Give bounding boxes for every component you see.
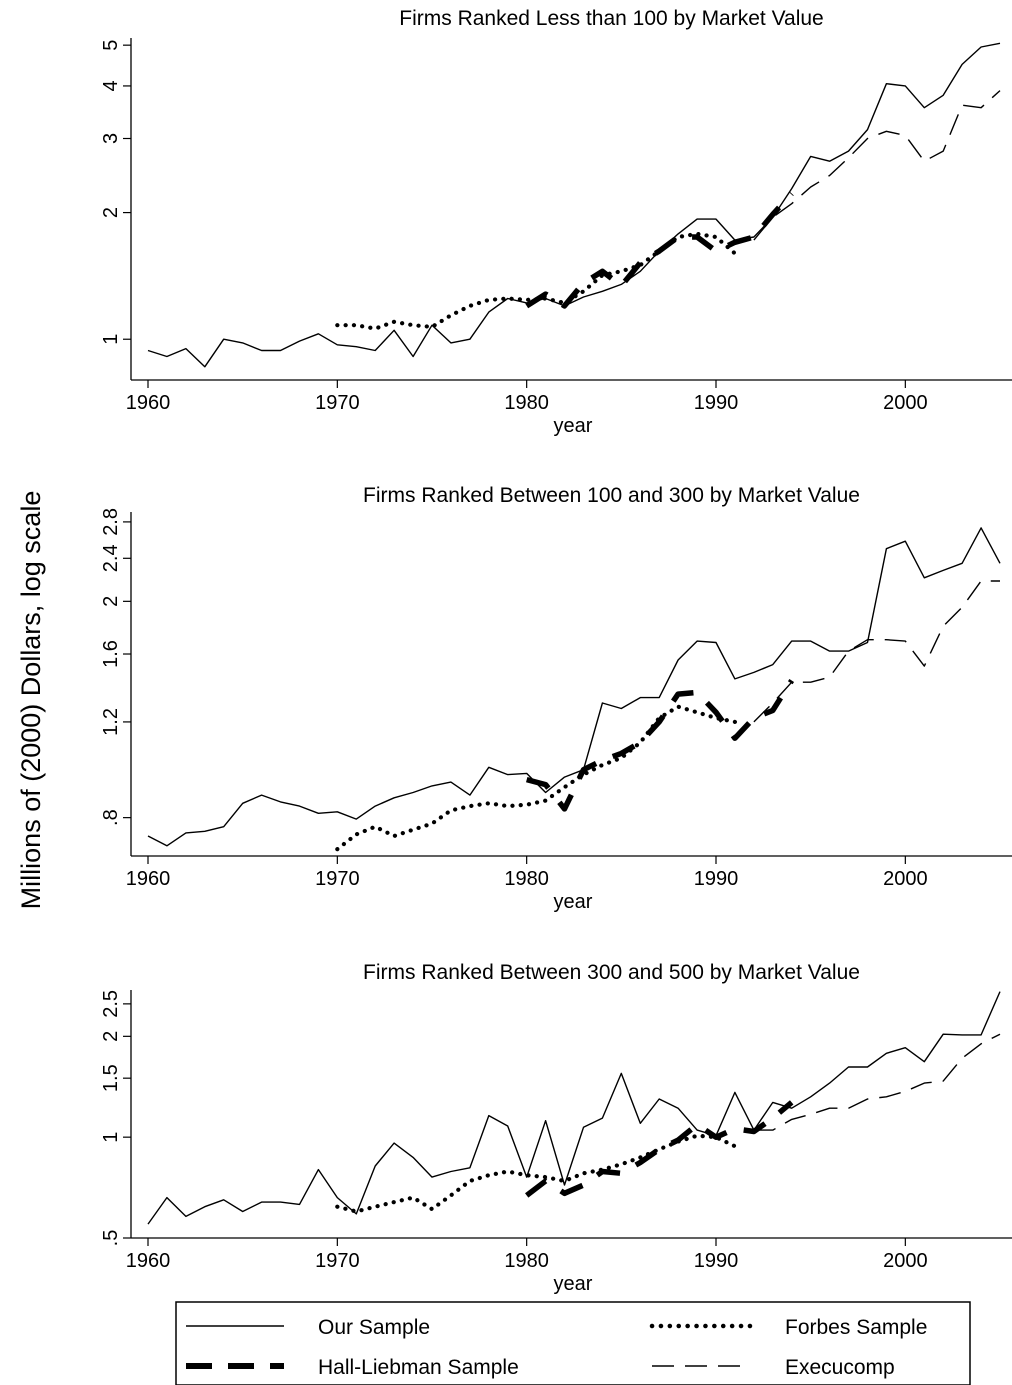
panel-title: Firms Ranked Between 300 and 500 by Mark… [363,961,860,984]
y-tick-label: 2.4 [100,544,122,572]
y-tick-label: 4 [100,80,122,91]
x-tick-label: 1960 [126,1250,171,1272]
x-tick-label: 1970 [315,868,360,890]
x-axis-label: year [554,891,593,913]
x-tick-label: 1990 [694,392,739,414]
series-line-our [147,527,1001,847]
series-line-hall [525,1100,794,1198]
legend-label-forbes: Forbes Sample [785,1316,927,1339]
y-tick-label: 1 [100,334,122,345]
series-line-exec [753,1033,1001,1131]
x-tick-label: 2000 [883,1250,928,1272]
x-tick-label: 1980 [504,392,549,414]
y-axis-label: Millions of (2000) Dollars, log scale [16,491,46,910]
y-tick-label: 1.6 [100,640,122,668]
series-line-hall [525,679,795,812]
y-tick-label: 2 [100,1031,122,1042]
y-tick-label: 1.2 [100,708,122,736]
series-line-hall [525,191,794,309]
legend-label-hall: Hall-Liebman Sample [318,1356,519,1379]
x-tick-label: 1960 [126,392,171,414]
panel-top-100: Firms Ranked Less than 100 by Market Val… [100,7,1012,437]
y-tick-label: 2.5 [100,990,122,1018]
y-tick-label: 2 [100,596,122,607]
y-tick-label: 3 [100,133,122,144]
legend-label-exec: Execucomp [785,1356,895,1379]
panel-300-500: Firms Ranked Between 300 and 500 by Mark… [100,961,1012,1295]
y-tick-label: 1.5 [100,1064,122,1092]
y-tick-label: 5 [100,40,122,51]
x-tick-label: 1980 [504,868,549,890]
series-line-forbes [335,1133,738,1214]
legend-frame [175,1301,971,1385]
x-tick-label: 1990 [694,868,739,890]
y-tick-label: 2 [100,207,122,218]
y-tick-label: .5 [100,1230,122,1247]
x-tick-label: 1960 [126,868,171,890]
x-tick-label: 1980 [504,1250,549,1272]
y-tick-label: .8 [100,809,122,826]
y-tick-label: 2.8 [100,508,122,536]
y-tick-label: 1 [100,1132,122,1143]
series-line-our [147,991,1001,1225]
x-axis-label: year [554,415,593,437]
legend: Our Sample Forbes Sample Hall-Liebman Sa… [175,1301,971,1385]
series-line-forbes [335,704,738,852]
x-tick-label: 1990 [694,1250,739,1272]
panel-100-300: Firms Ranked Between 100 and 300 by Mark… [100,484,1012,913]
x-tick-label: 1970 [315,1250,360,1272]
x-axis-label: year [554,1273,593,1295]
series-line-our [147,42,1001,368]
x-tick-label: 1970 [315,392,360,414]
legend-label-our: Our Sample [318,1316,430,1339]
series-line-forbes [335,231,738,331]
panel-title: Firms Ranked Less than 100 by Market Val… [399,7,823,30]
panel-title: Firms Ranked Between 100 and 300 by Mark… [363,484,860,507]
series-line-exec [753,580,1000,723]
x-tick-label: 2000 [883,392,928,414]
series-line-exec [753,90,1001,241]
x-tick-label: 2000 [883,868,928,890]
